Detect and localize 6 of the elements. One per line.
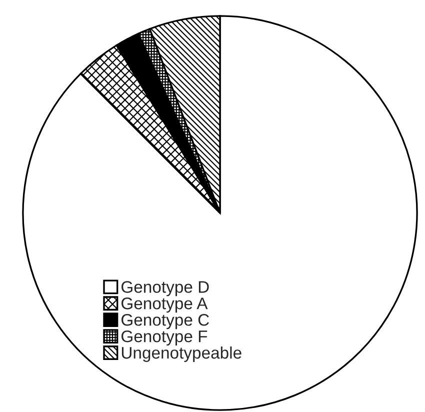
legend-label: Genotype A	[122, 298, 208, 313]
legend-label: Genotype D	[122, 281, 209, 296]
pie-slice	[22, 15, 418, 411]
legend-label: Ungenotypeable	[122, 346, 242, 362]
legend-label: Genotype C	[122, 314, 209, 330]
legend-label: Genotype F	[122, 330, 208, 346]
